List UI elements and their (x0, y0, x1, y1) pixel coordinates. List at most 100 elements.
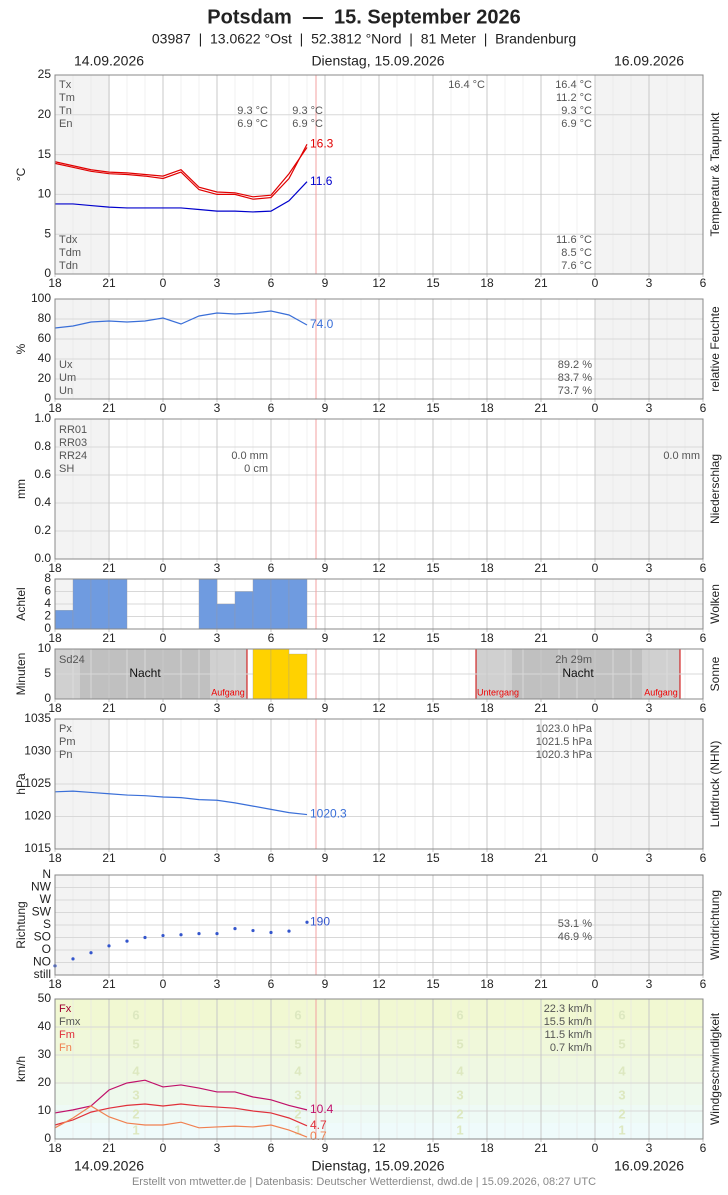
x-tick-label: 0 (160, 276, 167, 290)
x-tick-label: 21 (534, 701, 548, 715)
x-tick-label: 21 (102, 561, 116, 575)
y-tick-label: 4 (44, 596, 51, 610)
night (55, 299, 110, 399)
x-tick-label: 18 (48, 851, 62, 865)
y-tick-label: 100 (31, 291, 51, 305)
note: Aufgang (211, 687, 245, 697)
y-tick-label: 20 (38, 371, 52, 385)
x-tick-label: 15 (426, 977, 440, 991)
stat-label: Pn (59, 749, 72, 761)
x-tick-label: 9 (322, 401, 329, 415)
night (55, 419, 110, 559)
note: Aufgang (644, 687, 678, 697)
subtitle: 03987 | 13.0622 °Ost | 52.3812 °Nord | 8… (152, 31, 576, 47)
value-label: 1020.3 (310, 807, 347, 821)
y-axis-label: Richtung (14, 901, 28, 948)
x-tick-label: 6 (700, 701, 707, 715)
plot-frame (54, 74, 704, 275)
night (55, 75, 110, 274)
y-tick-label: still (34, 967, 51, 981)
y-tick-label: 40 (38, 351, 52, 365)
plot-frame (54, 874, 704, 976)
plot-frame (54, 298, 704, 400)
x-tick-label: 18 (48, 977, 62, 991)
beaufort-label: 4 (618, 1063, 626, 1078)
side-label: Windrichtung (708, 890, 722, 960)
beaufort-label: 2 (294, 1106, 301, 1121)
beaufort-label: 4 (132, 1063, 140, 1078)
stat-label: Tx (59, 79, 72, 91)
x-tick-label: 0 (160, 1141, 167, 1155)
side-label: Temperatur & Taupunkt (708, 112, 722, 237)
x-tick-label: 21 (534, 851, 548, 865)
x-tick-label: 3 (646, 561, 653, 575)
x-tick-label: 0 (592, 631, 599, 645)
point (125, 939, 129, 943)
y-tick-label: 60 (38, 331, 52, 345)
point (143, 935, 147, 940)
bar (216, 603, 236, 630)
stat-value: 0.0 mm (231, 450, 268, 462)
x-tick-label: 0 (592, 401, 599, 415)
y-tick-label: N (42, 867, 51, 881)
stat-label: Um (59, 372, 76, 384)
date-center: Dienstag, 15.09.2026 (311, 53, 444, 69)
y-tick-label: O (42, 942, 51, 956)
beaufort-label: 6 (132, 1007, 139, 1022)
plot-frame (54, 578, 704, 630)
x-tick-label: 6 (268, 1141, 275, 1155)
x-tick-label: 12 (372, 631, 386, 645)
y-axis-label: Achtel (14, 587, 28, 620)
y-axis-label: km/h (14, 1056, 28, 1082)
y-tick-label: NO (33, 955, 51, 969)
point (251, 928, 255, 933)
bar (288, 578, 308, 630)
x-tick-label: 6 (268, 401, 275, 415)
stat-label: RR03 (59, 437, 87, 449)
y-tick-label: 1020 (24, 809, 51, 823)
y-tick-label: SW (32, 905, 52, 919)
x-tick-label: 3 (646, 631, 653, 645)
y-axis-label: mm (14, 479, 28, 499)
y-tick-label: 15 (38, 147, 52, 161)
x-tick-label: 0 (160, 701, 167, 715)
title: Potsdam — 15. September 2026 (207, 6, 520, 28)
stat-label: Px (59, 723, 72, 735)
beaufort-label: 6 (618, 1007, 625, 1022)
beaufort-label: 4 (456, 1063, 464, 1078)
x-tick-label: 18 (480, 631, 494, 645)
y-tick-label: 1025 (24, 776, 51, 790)
stat-value: 53.1 % (558, 918, 592, 930)
y-tick-label: 20 (38, 1075, 52, 1089)
y-tick-label: 1030 (24, 744, 51, 758)
x-tick-label: 21 (534, 276, 548, 290)
series-line (54, 1103, 308, 1127)
y-tick-label: 25 (38, 67, 52, 81)
x-tick-label: 6 (268, 977, 275, 991)
beaufort-label: 2 (132, 1106, 139, 1121)
x-tick-label: 3 (646, 276, 653, 290)
y-tick-label: 10 (38, 641, 52, 655)
beaufort-label: 4 (294, 1063, 302, 1078)
plot-frame (54, 418, 704, 560)
y-tick-label: 5 (44, 226, 51, 240)
note: Untergang (477, 687, 519, 697)
y-tick-label: 0 (44, 1131, 51, 1145)
stat-value: 6.9 °C (237, 118, 268, 130)
beaufort-label: 1 (456, 1122, 463, 1137)
x-tick-label: 9 (322, 631, 329, 645)
stat-value: 83.7 % (558, 372, 592, 384)
y-axis-label: Minuten (14, 653, 28, 696)
x-tick-label: 21 (534, 561, 548, 575)
date-right: 16.09.2026 (614, 1158, 684, 1174)
stat-label: Un (59, 385, 73, 397)
plot-frame (54, 998, 704, 1140)
x-tick-label: 3 (214, 977, 221, 991)
x-tick-label: 21 (534, 631, 548, 645)
x-tick-label: 3 (214, 631, 221, 645)
bar (108, 578, 128, 630)
series-line (54, 790, 308, 816)
x-tick-label: 21 (102, 401, 116, 415)
x-tick-label: 12 (372, 851, 386, 865)
